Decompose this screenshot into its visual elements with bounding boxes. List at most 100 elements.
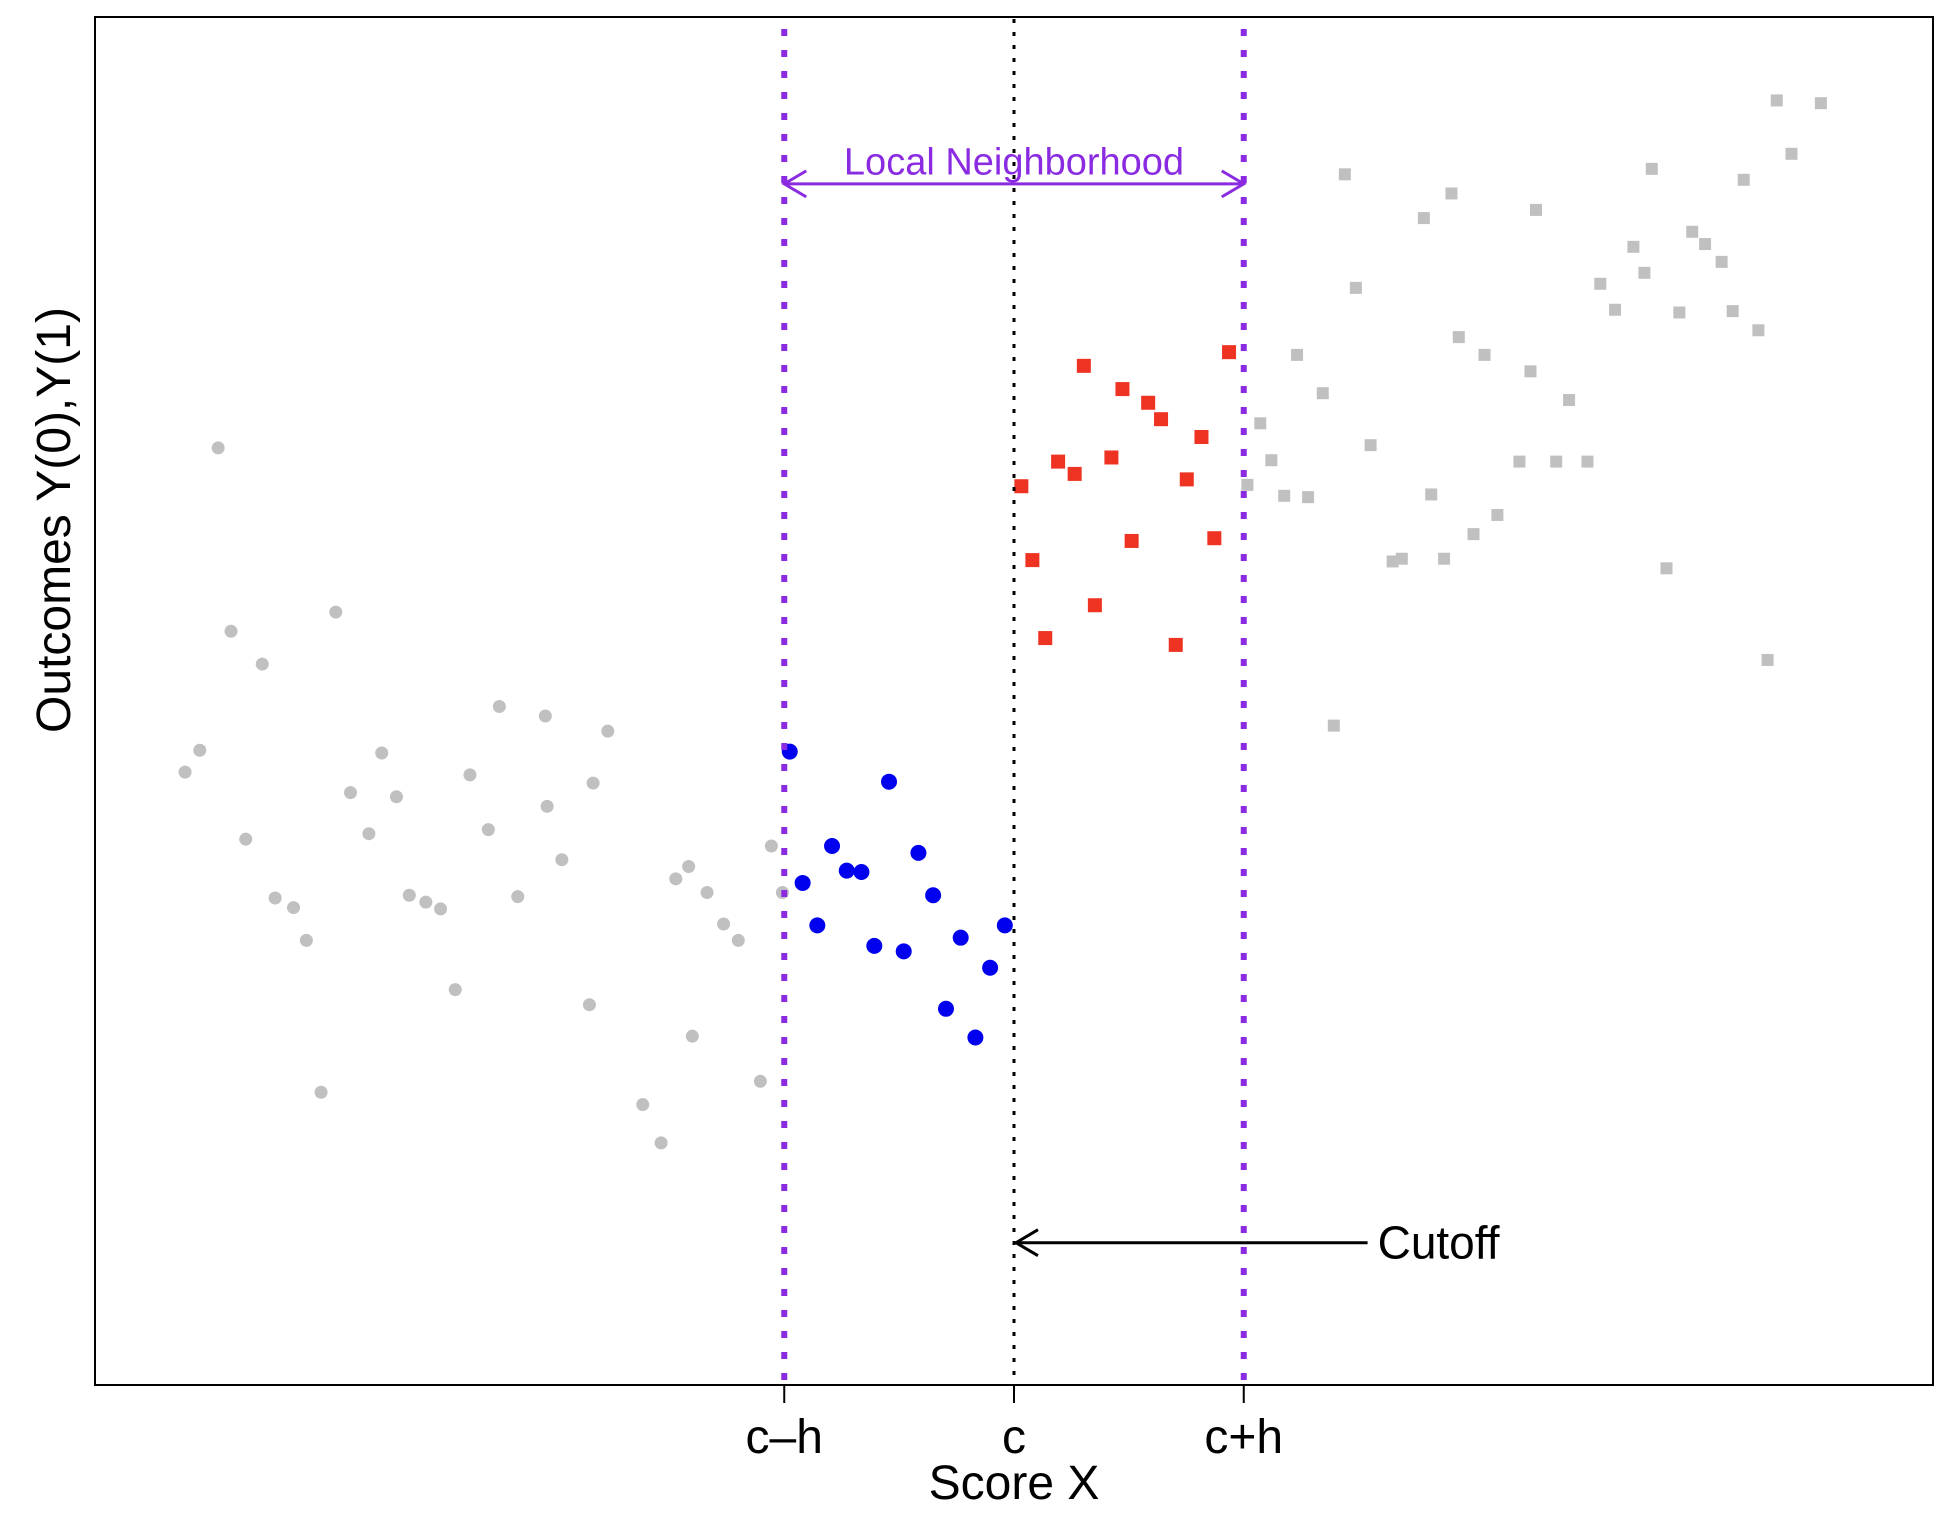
control-outside-point-34 xyxy=(700,886,714,900)
control-outside-point-32 xyxy=(682,860,696,874)
treated-outside-point-7 xyxy=(1327,719,1340,732)
control-inside-point-4 xyxy=(838,862,855,879)
control-outside-point-7 xyxy=(287,901,301,915)
control-inside-point-14 xyxy=(982,959,999,976)
treated-outside-point-42 xyxy=(1785,147,1798,160)
treated-inside-point-15 xyxy=(1207,531,1222,546)
treated-outside-point-2 xyxy=(1265,454,1278,467)
treated-outside-point-17 xyxy=(1452,331,1465,344)
control-outside-point-4 xyxy=(239,832,253,846)
control-outside-point-0 xyxy=(178,765,192,779)
treated-inside-point-13 xyxy=(1179,472,1194,487)
control-outside-point-16 xyxy=(419,895,433,909)
control-outside-point-31 xyxy=(669,872,683,886)
treated-inside-point-14 xyxy=(1194,429,1209,444)
control-outside-point-19 xyxy=(463,768,477,782)
treated-outside-point-0 xyxy=(1241,478,1254,491)
control-outside-point-37 xyxy=(753,1074,767,1088)
control-outside-point-27 xyxy=(586,776,600,790)
treated-inside-point-9 xyxy=(1124,533,1139,548)
control-inside-point-9 xyxy=(910,844,927,861)
control-outside-point-20 xyxy=(481,823,495,837)
control-outside-point-12 xyxy=(362,827,376,841)
x-axis-ticks: c–h c c+h xyxy=(746,1385,1283,1464)
treated-inside-point-16 xyxy=(1222,345,1237,360)
neighborhood-arrowhead-right xyxy=(1220,169,1247,199)
control-outside-point-9 xyxy=(314,1085,328,1099)
control-outside-point-5 xyxy=(255,657,269,671)
treated-outside-point-40 xyxy=(1761,653,1774,666)
control-outside-point-15 xyxy=(402,888,416,902)
control-inside-point-11 xyxy=(937,1000,954,1017)
control-inside-point-1 xyxy=(794,874,811,891)
treated-outside-point-23 xyxy=(1529,203,1542,216)
control-outside-point-13 xyxy=(375,746,389,760)
treated-outside-point-38 xyxy=(1737,173,1750,186)
neighborhood-label: Local Neighborhood xyxy=(844,142,1184,184)
cutoff-arrowhead xyxy=(1013,1228,1039,1258)
treated-outside-point-39 xyxy=(1752,324,1765,337)
treated-outside-point-24 xyxy=(1550,455,1563,468)
treated-outside-point-29 xyxy=(1627,240,1640,253)
treated-outside-point-10 xyxy=(1364,439,1377,452)
treated-outside-point-26 xyxy=(1581,455,1594,468)
control-outside-point-30 xyxy=(654,1136,668,1150)
reference-lines-layer xyxy=(781,19,1247,1385)
control-outside-point-21 xyxy=(492,699,506,713)
treated-inside-point-0 xyxy=(1014,479,1029,494)
control-outside-point-24 xyxy=(540,799,554,813)
treated-outside-point-9 xyxy=(1349,281,1362,294)
treated-outside-point-20 xyxy=(1491,508,1504,521)
treated-outside-point-13 xyxy=(1417,212,1430,225)
control-outside-point-38 xyxy=(764,839,778,853)
treated-outside-point-27 xyxy=(1594,277,1607,290)
treated-outside-point-22 xyxy=(1524,365,1537,378)
control-inside-point-5 xyxy=(853,864,870,880)
treated-outside-point-11 xyxy=(1386,555,1399,568)
treated-outside-point-41 xyxy=(1770,94,1783,107)
control-outside-point-18 xyxy=(448,983,462,997)
control-outside-point-29 xyxy=(636,1098,650,1112)
treated-inside-point-1 xyxy=(1025,553,1040,568)
control-inside-point-2 xyxy=(809,917,826,934)
control-outside-point-14 xyxy=(389,790,403,804)
treated-outside-point-35 xyxy=(1699,238,1712,251)
control-outside-point-17 xyxy=(434,902,448,916)
treated-outside-point-1 xyxy=(1254,417,1267,430)
control-inside-point-7 xyxy=(881,773,898,790)
treated-outside-point-28 xyxy=(1609,303,1622,316)
treated-outside-point-37 xyxy=(1726,305,1739,318)
x-axis-label: Score X xyxy=(929,1457,1100,1510)
treated-outside-point-12 xyxy=(1395,552,1408,565)
treated-outside-point-31 xyxy=(1645,162,1658,175)
treated-inside-point-6 xyxy=(1087,598,1102,613)
control-outside-point-10 xyxy=(329,605,343,619)
control-inside-point-6 xyxy=(866,937,883,954)
treated-outside-point-30 xyxy=(1638,266,1651,279)
control-outside-point-25 xyxy=(555,853,569,867)
treated-outside-point-5 xyxy=(1302,491,1315,504)
control-inside-point-8 xyxy=(895,943,912,960)
control-inside-point-10 xyxy=(925,887,942,904)
treated-outside-point-16 xyxy=(1445,187,1458,200)
control-outside-point-22 xyxy=(511,890,525,904)
control-outside-point-36 xyxy=(731,933,745,947)
treated-inside-point-4 xyxy=(1067,466,1082,481)
control-outside-point-11 xyxy=(343,786,357,800)
treated-outside-point-36 xyxy=(1715,255,1728,268)
control-outside-point-6 xyxy=(268,891,282,905)
control-outside-point-1 xyxy=(193,743,207,757)
control-outside-point-8 xyxy=(299,933,313,947)
x-tick-label-0: c–h xyxy=(746,1411,823,1464)
y-axis-label: Outcomes Y(0),Y(1) xyxy=(28,307,81,733)
treated-inside-point-11 xyxy=(1154,412,1169,427)
control-inside-point-15 xyxy=(996,917,1013,934)
control-inside-point-13 xyxy=(967,1029,984,1046)
neighborhood-arrowhead-left xyxy=(781,169,808,199)
treated-outside-point-33 xyxy=(1673,306,1686,319)
treated-inside-point-7 xyxy=(1104,450,1119,465)
control-inside-point-12 xyxy=(952,929,969,946)
control-outside-point-3 xyxy=(224,624,238,638)
treated-outside-point-25 xyxy=(1563,394,1576,407)
